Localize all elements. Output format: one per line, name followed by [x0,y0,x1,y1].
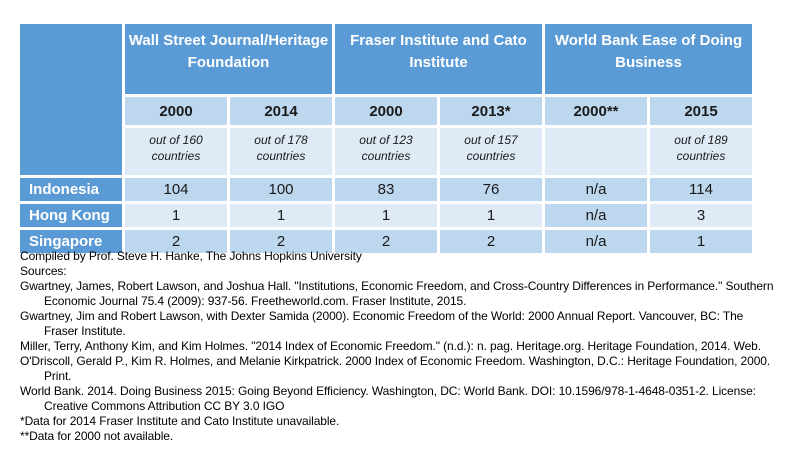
footnote-single-asterisk: *Data for 2014 Fraser Institute and Cato… [20,414,340,428]
row-label-hong-kong: Hong Kong [20,204,122,227]
source-citation: O'Driscoll, Gerald P., Kim R. Holmes, an… [20,354,771,368]
source-citation-continued: Economic Journal 75.4 (2009): 937-56. Fr… [44,294,467,308]
rank-cell: n/a [545,230,647,253]
row-label-singapore: Singapore [20,230,122,253]
source-citation-continued: Print. [44,369,72,383]
footnote-double-asterisk: **Data for 2000 not available. [20,429,174,443]
sample-size-note: out of 160 countries [125,128,227,175]
economic-freedom-rankings-table: Wall Street Journal/Heritage Foundation … [17,21,755,256]
rank-cell: 1 [440,204,542,227]
rank-cell: 83 [335,178,437,201]
row-label-indonesia: Indonesia [20,178,122,201]
rank-cell: 114 [650,178,752,201]
sample-size-note: out of 123 countries [335,128,437,175]
year-header: 2014 [230,97,332,125]
source-citation: Miller, Terry, Anthony Kim, and Kim Holm… [20,339,761,353]
sample-size-note: out of 157 countries [440,128,542,175]
source-citation: Gwartney, James, Robert Lawson, and Josh… [20,279,774,293]
sample-size-row: out of 160 countries out of 178 countrie… [20,128,752,175]
source-citation-continued: Creative Commons Attribution CC BY 3.0 I… [44,399,285,413]
compiled-by-line: Compiled by Prof. Steve H. Hanke, The Jo… [20,249,362,263]
source-citation: World Bank. 2014. Doing Business 2015: G… [20,384,756,398]
year-header: 2013* [440,97,542,125]
table-row-hong-kong: Hong Kong 1 1 1 1 n/a 3 [20,204,752,227]
corner-cell [20,24,122,175]
table-row-singapore: Singapore 2 2 2 2 n/a 1 [20,230,752,253]
sources-heading: Sources: [20,264,67,278]
rank-cell: 2 [335,230,437,253]
sample-size-note [545,128,647,175]
rank-cell: 2 [440,230,542,253]
year-header: 2000** [545,97,647,125]
sample-size-note: out of 189 countries [650,128,752,175]
rank-cell: 2 [125,230,227,253]
year-header: 2000 [335,97,437,125]
year-header: 2015 [650,97,752,125]
rank-cell: n/a [545,178,647,201]
group-header-world-bank: World Bank Ease of Doing Business [545,24,752,94]
source-citation-continued: Fraser Institute. [44,324,126,338]
group-header-fraser-cato: Fraser Institute and Cato Institute [335,24,542,94]
year-header: 2000 [125,97,227,125]
rank-cell: 1 [230,204,332,227]
rank-cell: 76 [440,178,542,201]
rank-cell: n/a [545,204,647,227]
table-row-indonesia: Indonesia 104 100 83 76 n/a 114 [20,178,752,201]
notes-and-sources: Compiled by Prof. Steve H. Hanke, The Jo… [20,249,795,444]
year-header-row: 2000 2014 2000 2013* 2000** 2015 [20,97,752,125]
rank-cell: 104 [125,178,227,201]
rank-cell: 2 [230,230,332,253]
source-citation: Gwartney, Jim and Robert Lawson, with De… [20,309,744,323]
group-header-wsj-heritage: Wall Street Journal/Heritage Foundation [125,24,332,94]
sample-size-note: out of 178 countries [230,128,332,175]
group-header-row: Wall Street Journal/Heritage Foundation … [20,24,752,175]
rank-cell: 1 [650,230,752,253]
rank-cell: 1 [335,204,437,227]
rank-cell: 1 [125,204,227,227]
rank-cell: 3 [650,204,752,227]
rank-cell: 100 [230,178,332,201]
